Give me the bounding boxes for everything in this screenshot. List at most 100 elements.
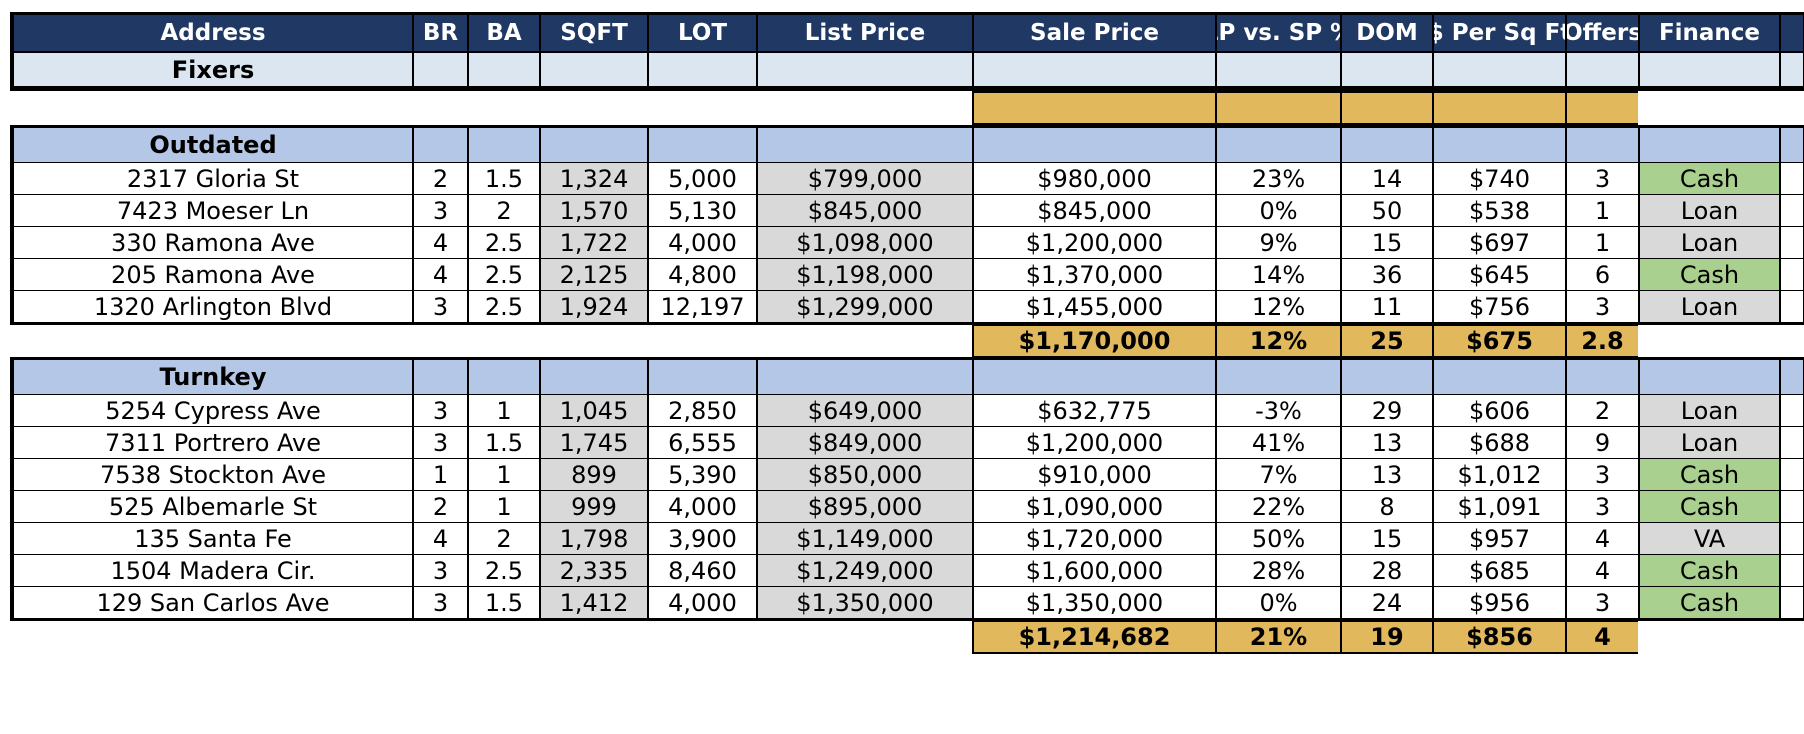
cell-extra[interactable]: [1779, 587, 1804, 619]
cell-sale-price[interactable]: $1,720,000: [972, 523, 1215, 555]
summary-offers[interactable]: 2.8: [1565, 324, 1638, 358]
cell-sqft[interactable]: 2,335: [539, 555, 647, 587]
cell-address[interactable]: 1320 Arlington Blvd: [12, 291, 412, 323]
cell-offers[interactable]: 3: [1565, 291, 1638, 323]
cell-sqft[interactable]: 1,324: [539, 163, 647, 195]
cell-price-per-sqft[interactable]: $957: [1432, 523, 1565, 555]
cell-address[interactable]: 525 Albemarle St: [12, 491, 412, 523]
section-cell[interactable]: [1215, 127, 1340, 163]
cell-address[interactable]: 7311 Portrero Ave: [12, 427, 412, 459]
cell-dom[interactable]: 36: [1340, 259, 1432, 291]
cell-sale-price[interactable]: $1,455,000: [972, 291, 1215, 323]
cell-lot[interactable]: 3,900: [647, 523, 756, 555]
cell-finance[interactable]: Cash: [1638, 163, 1779, 195]
cell-price-per-sqft[interactable]: $956: [1432, 587, 1565, 619]
cell-ba[interactable]: 1.5: [467, 427, 539, 459]
cell-list-price[interactable]: $1,249,000: [756, 555, 972, 587]
cell-br[interactable]: 4: [412, 227, 467, 259]
cell-address[interactable]: 205 Ramona Ave: [12, 259, 412, 291]
summary-offers[interactable]: 4: [1565, 620, 1638, 654]
cell-lot[interactable]: 5,390: [647, 459, 756, 491]
column-header-lot[interactable]: LOT: [647, 14, 756, 51]
cell-dom[interactable]: 14: [1340, 163, 1432, 195]
cell-sale-price[interactable]: $1,370,000: [972, 259, 1215, 291]
cell-ba[interactable]: 1: [467, 395, 539, 427]
cell-extra[interactable]: [1779, 291, 1804, 323]
cell-ba[interactable]: 2.5: [467, 555, 539, 587]
cell-sqft[interactable]: 1,798: [539, 523, 647, 555]
cell-sqft[interactable]: 1,924: [539, 291, 647, 323]
cell-br[interactable]: 2: [412, 491, 467, 523]
cell-offers[interactable]: 3: [1565, 459, 1638, 491]
cell-extra[interactable]: [1779, 427, 1804, 459]
cell-extra[interactable]: [1779, 227, 1804, 259]
cell-br[interactable]: 4: [412, 259, 467, 291]
cell-sale-price[interactable]: $1,090,000: [972, 491, 1215, 523]
cell-list-price[interactable]: $845,000: [756, 195, 972, 227]
cell-price-per-sqft[interactable]: $1,091: [1432, 491, 1565, 523]
section-cell[interactable]: [1638, 359, 1779, 395]
cell-offers[interactable]: 1: [1565, 195, 1638, 227]
cell-dom[interactable]: 13: [1340, 459, 1432, 491]
cell-address[interactable]: 2317 Gloria St: [12, 163, 412, 195]
summary-dom[interactable]: 19: [1340, 620, 1432, 654]
cell-br[interactable]: 3: [412, 291, 467, 323]
section-cell[interactable]: [1340, 359, 1432, 395]
summary-lp-vs-sp[interactable]: [1215, 91, 1340, 125]
fixers-cell[interactable]: [1432, 51, 1565, 89]
cell-dom[interactable]: 15: [1340, 227, 1432, 259]
section-title[interactable]: Turnkey: [12, 359, 412, 395]
column-header-address[interactable]: Address: [12, 14, 412, 51]
summary-sale-price[interactable]: $1,214,682: [972, 620, 1215, 654]
cell-finance[interactable]: Cash: [1638, 491, 1779, 523]
summary-offers[interactable]: [1565, 91, 1638, 125]
cell-offers[interactable]: 1: [1565, 227, 1638, 259]
cell-ba[interactable]: 2: [467, 195, 539, 227]
cell-lot[interactable]: 8,460: [647, 555, 756, 587]
cell-lot[interactable]: 5,000: [647, 163, 756, 195]
cell-offers[interactable]: 4: [1565, 555, 1638, 587]
cell-lp-vs-sp[interactable]: 12%: [1215, 291, 1340, 323]
cell-offers[interactable]: 9: [1565, 427, 1638, 459]
fixers-cell[interactable]: [1779, 51, 1804, 89]
cell-lot[interactable]: 4,000: [647, 491, 756, 523]
cell-br[interactable]: 2: [412, 163, 467, 195]
cell-address[interactable]: 129 San Carlos Ave: [12, 587, 412, 619]
cell-dom[interactable]: 11: [1340, 291, 1432, 323]
section-cell[interactable]: [412, 127, 467, 163]
cell-lot[interactable]: 5,130: [647, 195, 756, 227]
section-title[interactable]: Outdated: [12, 127, 412, 163]
cell-extra[interactable]: [1779, 395, 1804, 427]
section-cell[interactable]: [539, 127, 647, 163]
cell-extra[interactable]: [1779, 195, 1804, 227]
cell-finance[interactable]: Cash: [1638, 555, 1779, 587]
fixers-cell[interactable]: [467, 51, 539, 89]
column-header-sqft[interactable]: SQFT: [539, 14, 647, 51]
cell-ba[interactable]: 1: [467, 459, 539, 491]
cell-price-per-sqft[interactable]: $538: [1432, 195, 1565, 227]
cell-sale-price[interactable]: $910,000: [972, 459, 1215, 491]
cell-address[interactable]: 5254 Cypress Ave: [12, 395, 412, 427]
column-header-list-price[interactable]: List Price: [756, 14, 972, 51]
cell-br[interactable]: 4: [412, 523, 467, 555]
cell-address[interactable]: 330 Ramona Ave: [12, 227, 412, 259]
section-cell[interactable]: [756, 127, 972, 163]
cell-list-price[interactable]: $1,149,000: [756, 523, 972, 555]
cell-extra[interactable]: [1779, 259, 1804, 291]
cell-sqft[interactable]: 1,722: [539, 227, 647, 259]
cell-sale-price[interactable]: $1,350,000: [972, 587, 1215, 619]
cell-finance[interactable]: Loan: [1638, 395, 1779, 427]
cell-lp-vs-sp[interactable]: 41%: [1215, 427, 1340, 459]
section-cell[interactable]: [467, 359, 539, 395]
cell-sale-price[interactable]: $632,775: [972, 395, 1215, 427]
cell-sqft[interactable]: 2,125: [539, 259, 647, 291]
cell-dom[interactable]: 29: [1340, 395, 1432, 427]
section-cell[interactable]: [1215, 359, 1340, 395]
cell-ba[interactable]: 2.5: [467, 259, 539, 291]
cell-br[interactable]: 3: [412, 195, 467, 227]
cell-br[interactable]: 3: [412, 395, 467, 427]
cell-finance[interactable]: Loan: [1638, 227, 1779, 259]
cell-lp-vs-sp[interactable]: 0%: [1215, 195, 1340, 227]
cell-lp-vs-sp[interactable]: 7%: [1215, 459, 1340, 491]
cell-list-price[interactable]: $849,000: [756, 427, 972, 459]
